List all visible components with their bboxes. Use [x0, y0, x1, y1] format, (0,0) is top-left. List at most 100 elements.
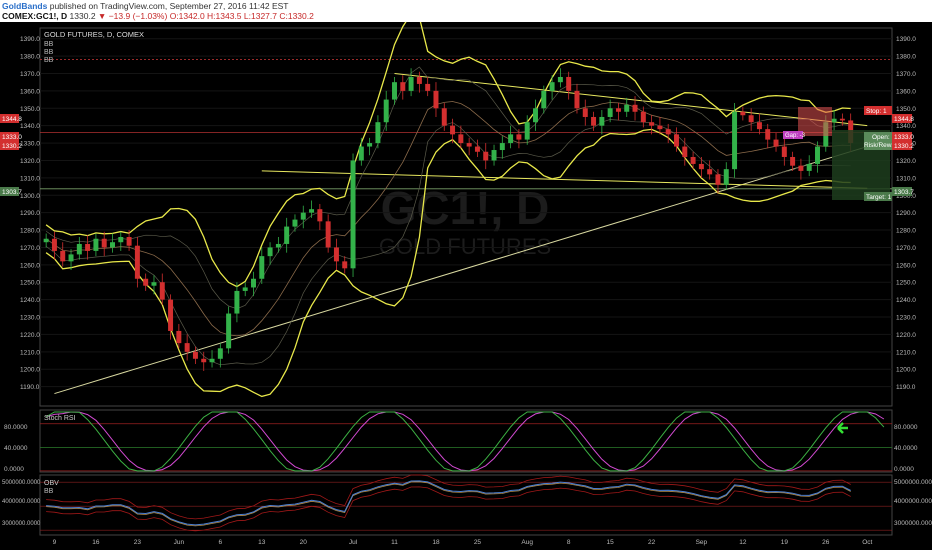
candle-body	[607, 108, 613, 117]
price-tick-left-1250: 1250.0	[20, 280, 40, 287]
badge-left-1330-text: 1330.2	[2, 143, 22, 150]
candle-body	[698, 163, 704, 170]
candle-body	[300, 212, 306, 220]
time-tick-Sep: Sep	[696, 539, 708, 546]
stoch-title: Stoch RSI	[44, 415, 76, 422]
candle-body	[765, 129, 771, 140]
stop-zone	[798, 107, 832, 136]
price-tick-1270: 1270.0	[896, 245, 916, 252]
obv-tick-4m: 4000000.0000	[894, 498, 932, 505]
price-change: −13.9 (−1.03%)	[108, 11, 168, 21]
candle-body	[416, 76, 422, 84]
candle-body	[168, 299, 174, 331]
candle-body	[599, 116, 605, 126]
candle-body	[640, 111, 646, 123]
badge-left-1333	[0, 132, 19, 141]
candle-body	[499, 143, 505, 151]
symbol-label: COMEX:GC1!, D	[2, 11, 68, 21]
price-tick-left-1370: 1370.0	[20, 71, 40, 78]
candle-body	[516, 134, 522, 140]
price-tick-1350: 1350.0	[896, 106, 916, 113]
price-tick-left-1200: 1200.0	[20, 367, 40, 374]
badge-left-1344-text: 1344.8	[2, 116, 22, 123]
bb-inner-lower	[45, 119, 851, 366]
candle-body	[151, 282, 157, 286]
badge-left-1303-text: 1303.7	[2, 189, 22, 196]
time-tick-12: 12	[739, 539, 747, 546]
author-link[interactable]: GoldBands	[2, 1, 48, 11]
stoch-tick-80-left: 80.0000	[4, 424, 28, 431]
stoch-rsi-lines	[40, 411, 892, 472]
candle-body	[632, 104, 638, 112]
last-price: 1330.2	[69, 11, 96, 21]
price-tick-left-1190: 1190.0	[20, 384, 40, 391]
badge-right-1330-text: 1330.2	[894, 143, 914, 150]
badge-left-1330	[0, 141, 19, 150]
candle-body	[51, 238, 57, 251]
obv-lines	[40, 474, 892, 532]
price-axis-left: 1390.0 1380.0 1370.0 1360.0 1350.0 1340.0 1330…	[20, 36, 40, 391]
candle-body	[690, 156, 696, 164]
badge-right-1303-text: 1303.7	[894, 189, 914, 196]
candle-body	[533, 108, 538, 123]
open-badge	[864, 132, 892, 150]
candle-body	[76, 243, 82, 255]
candle-body	[574, 90, 580, 109]
price-tick-left-1210: 1210.0	[20, 349, 40, 356]
badge-right-1333-text: 1333.0	[894, 134, 914, 141]
time-tick-13: 13	[258, 539, 266, 546]
time-tick-25: 25	[474, 539, 482, 546]
price-tick-1230: 1230.0	[896, 315, 916, 322]
badge-right-1303	[892, 187, 912, 196]
obv-bb-upper	[46, 474, 851, 520]
legend-bb3: BB	[44, 57, 54, 64]
time-tick-8: 8	[567, 539, 571, 546]
legend-bb2: BB	[44, 49, 54, 56]
time-tick-9: 9	[53, 539, 57, 546]
candle-body	[93, 238, 99, 251]
candle-body	[159, 282, 165, 300]
time-axis: 9 16 23 Jun 6 13 20 Jul 11 18 25 Aug 8 15 22 Sep 12 19 26 O…	[53, 539, 873, 546]
candle-body	[624, 104, 630, 112]
candle-body	[450, 125, 456, 135]
candle-body	[458, 134, 464, 144]
price-tick-left-1380: 1380.0	[20, 54, 40, 61]
obv-bb: BB	[44, 488, 54, 495]
candle-body	[408, 76, 414, 91]
time-tick-18: 18	[432, 539, 440, 546]
price-tick-1210: 1210.0	[896, 349, 916, 356]
price-tick-1200: 1200.0	[896, 367, 916, 374]
candle-body	[582, 108, 588, 117]
candle-body	[325, 221, 331, 248]
stoch-tick-40: 40.0000	[894, 445, 918, 452]
candle-body	[317, 209, 323, 222]
candle-body	[665, 129, 671, 135]
candle-body	[85, 243, 91, 251]
price-tick-1320: 1320.0	[896, 158, 916, 165]
candle-body	[143, 278, 149, 286]
obv-tick-4m-left: 4000000.0000	[2, 499, 41, 505]
candle-body	[615, 108, 621, 112]
candle-body	[217, 348, 223, 359]
watermark-name: GOLD FUTURES	[379, 234, 551, 259]
badge-right-1344-text: 1344.8	[894, 116, 914, 123]
chart-canvas[interactable]: GC1!, D GOLD FUTURES 1390.01380.01370.01…	[0, 22, 932, 550]
candle-body	[549, 82, 555, 91]
candle-body	[740, 111, 746, 116]
candle-body	[126, 237, 132, 246]
candle-body	[649, 122, 655, 126]
time-tick-22: 22	[648, 539, 656, 546]
candle-body	[723, 169, 729, 185]
candle-body	[383, 99, 389, 123]
price-grid	[40, 38, 892, 388]
candle-body	[333, 247, 339, 262]
obv-tick-5m: 5000000.0000	[894, 479, 932, 486]
candle-body	[134, 245, 140, 279]
candle-body	[839, 118, 845, 121]
price-tick-left-1220: 1220.0	[20, 332, 40, 339]
candle-body	[433, 90, 439, 109]
price-tick-left-1240: 1240.0	[20, 297, 40, 304]
candle-body	[815, 146, 820, 164]
price-tick-1260: 1260.0	[896, 262, 916, 269]
